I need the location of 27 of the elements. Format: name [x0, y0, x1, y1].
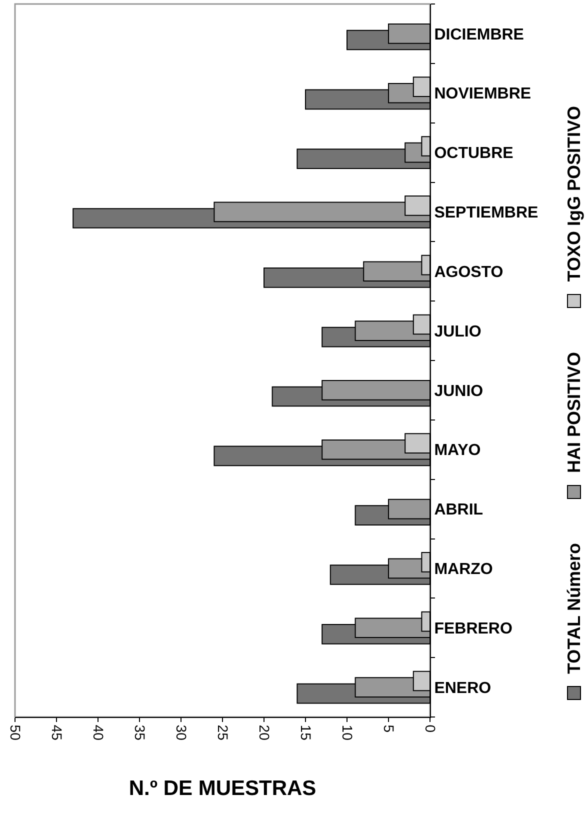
y-tick-label: DICIEMBRE	[434, 26, 524, 44]
x-tick-label: 10	[339, 724, 356, 741]
x-tick-label: 40	[90, 724, 106, 741]
y-tick-label: FEBRERO	[434, 620, 512, 638]
text: TOXO IgG POSITIVO	[564, 106, 584, 282]
x-tick-label: 30	[173, 724, 190, 741]
x-tick-label: 50	[7, 724, 24, 741]
y-tick-label: MARZO	[434, 561, 493, 578]
y-tick-label: NOVIEMBRE	[434, 86, 532, 103]
y-tick-label: JUNIO	[434, 382, 484, 400]
y-tick-label: SEPTIEMBRE	[434, 204, 539, 222]
y-tick-label: OCTUBRE	[434, 145, 514, 162]
x-tick-label: 20	[256, 724, 272, 741]
x-tick-label: 15	[298, 724, 314, 741]
text: TOTAL Número	[564, 542, 584, 674]
x-tick-label: 5	[380, 724, 397, 733]
y-tick-label: ABRIL	[434, 502, 484, 519]
x-axis-title: N.º DE MUESTRAS	[128, 776, 316, 800]
x-tick-label: 25	[214, 724, 231, 741]
y-tick-label: MAYO	[434, 442, 481, 460]
x-tick-label: 0	[422, 724, 438, 733]
y-tick-label: ENERO	[434, 680, 492, 697]
text: HAI POSITIVO	[564, 352, 584, 473]
x-tick-label: 35	[132, 724, 148, 741]
x-tick-label: 45	[48, 724, 65, 741]
y-tick-label: AGOSTO	[434, 264, 504, 281]
y-tick-label: JULIO	[434, 323, 482, 340]
